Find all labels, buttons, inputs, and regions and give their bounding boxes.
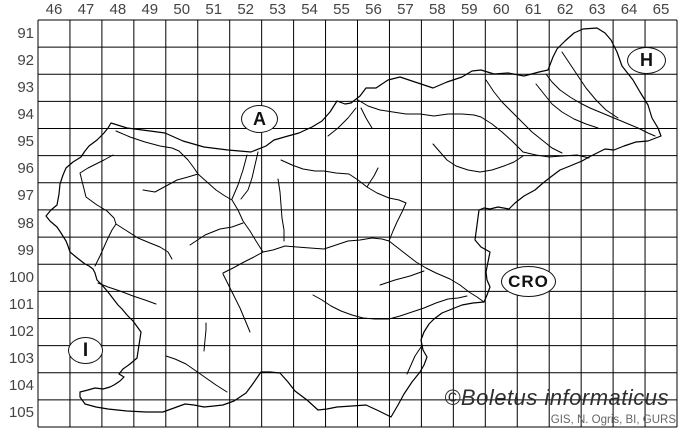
top-axis-label: 46 (45, 1, 63, 18)
left-axis-label: 98 (17, 214, 34, 232)
river-lahinja (406, 346, 422, 375)
river-dravinja (432, 143, 524, 173)
country-label-italy-text: I (82, 339, 89, 361)
river-mirna (379, 270, 425, 286)
top-axis-label: 62 (556, 1, 574, 18)
top-axis-label: 60 (492, 1, 510, 18)
river-ledava (561, 51, 619, 119)
left-axis-label: 104 (8, 377, 34, 395)
river-sava-bohinjka (142, 173, 199, 193)
left-axis-label: 96 (17, 160, 34, 178)
river-reka (165, 355, 228, 393)
left-axis-label: 91 (17, 24, 34, 42)
river-pivka (203, 322, 207, 352)
left-axis-label: 101 (8, 295, 34, 313)
river-sava-dolinka (115, 130, 199, 175)
river-meza (327, 107, 357, 137)
country-label-hungary: H (627, 47, 666, 74)
top-axis-label: 48 (109, 1, 127, 18)
river-kamniska-bistrica (277, 178, 285, 242)
river-mura (545, 73, 656, 137)
top-axis-label: 64 (620, 1, 638, 18)
country-label-austria-text: A (253, 108, 266, 129)
river-soca (79, 154, 117, 267)
top-axis-label: 50 (173, 1, 191, 18)
river-sava (197, 173, 485, 303)
left-axis-label: 105 (8, 404, 34, 422)
top-axis-label: 52 (237, 1, 255, 18)
left-axis-label: 102 (8, 323, 34, 341)
top-axis-label: 56 (365, 1, 382, 18)
country-label-croatia-text: CRO (508, 271, 549, 291)
grid-lines (37, 19, 678, 428)
top-axis-label: 61 (524, 1, 542, 18)
copyright-watermark: ©Boletus informaticus (444, 385, 669, 410)
left-axis-label: 100 (8, 268, 34, 286)
top-axis-label: 54 (301, 1, 318, 18)
top-axis-label: 59 (460, 1, 478, 18)
river-network (79, 51, 656, 393)
left-axis-label: 94 (17, 105, 34, 123)
left-axis-label: 93 (17, 78, 34, 96)
left-axis-label: 97 (17, 187, 34, 205)
river-drava (357, 99, 590, 159)
river-trziska-bistrica (240, 151, 259, 200)
river-idrijca (115, 223, 173, 260)
country-label-hungary-text: H (640, 50, 653, 70)
river-krka (312, 294, 468, 320)
country-label-italy: I (68, 337, 103, 364)
river-paka (366, 167, 379, 188)
top-axis-label: 58 (429, 1, 446, 18)
river-scavnica (535, 83, 599, 129)
river-pesnica (485, 79, 563, 154)
top-axis-label: 57 (397, 1, 414, 18)
country-label-austria: A (241, 105, 278, 133)
top-axis-label: 53 (269, 1, 286, 18)
river-mislinja (360, 107, 373, 129)
river-sora (189, 222, 244, 246)
country-label-croatia: CRO (501, 266, 556, 297)
slovenia-border-outline (45, 27, 662, 418)
top-axis-label: 63 (588, 1, 606, 18)
river-kokra (231, 154, 248, 200)
top-axis-label: 49 (141, 1, 159, 18)
left-axis-label: 99 (17, 241, 34, 259)
data-source-attribution: GIS, N. Ogris, BI, GURS (550, 414, 676, 426)
top-axis-label: 47 (77, 1, 95, 18)
left-axis-label: 92 (17, 51, 34, 69)
top-axis-label: 51 (205, 1, 223, 18)
top-axis-label: 55 (333, 1, 350, 18)
top-axis-label: 65 (652, 1, 670, 18)
river-ljubljanica (222, 251, 264, 274)
river-unica (222, 273, 251, 333)
left-axis-label: 103 (8, 350, 34, 368)
left-axis-label: 95 (17, 133, 34, 151)
river-savinja (280, 159, 407, 242)
river-vipava (97, 282, 157, 305)
